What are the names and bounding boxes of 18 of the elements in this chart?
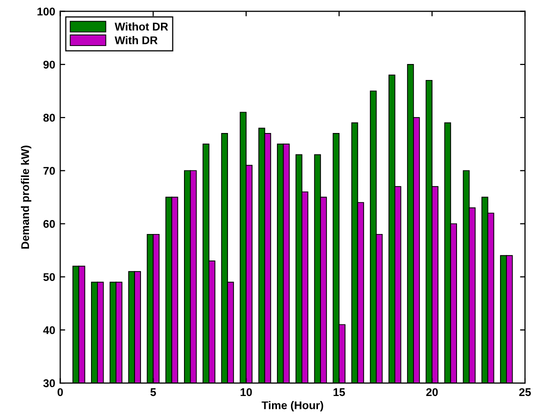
y-tick-label: 40 xyxy=(43,326,55,334)
x-tick-label: 25 xyxy=(519,388,531,396)
y-tick-label: 70 xyxy=(43,166,55,175)
x-tick-label: 20 xyxy=(426,388,438,396)
y-tick-label: 100 xyxy=(38,8,55,16)
legend-label: Withot DR xyxy=(114,22,168,31)
x-tick-label: 15 xyxy=(334,388,345,396)
legend-label: With DR xyxy=(114,36,158,44)
y-tick-label: 30 xyxy=(43,379,55,388)
y-tick-label: 50 xyxy=(43,273,55,281)
y-axis-title: Demand profile kW) xyxy=(20,146,32,249)
x-tick-label: 10 xyxy=(240,388,252,396)
y-tick-label: 90 xyxy=(43,60,55,69)
y-tick-label: 60 xyxy=(43,220,55,228)
x-axis-title: Time (Hour) xyxy=(262,401,324,412)
y-tick-label: 80 xyxy=(43,114,55,122)
x-tick-label: 5 xyxy=(150,388,156,396)
x-tick-label: 0 xyxy=(58,388,63,396)
